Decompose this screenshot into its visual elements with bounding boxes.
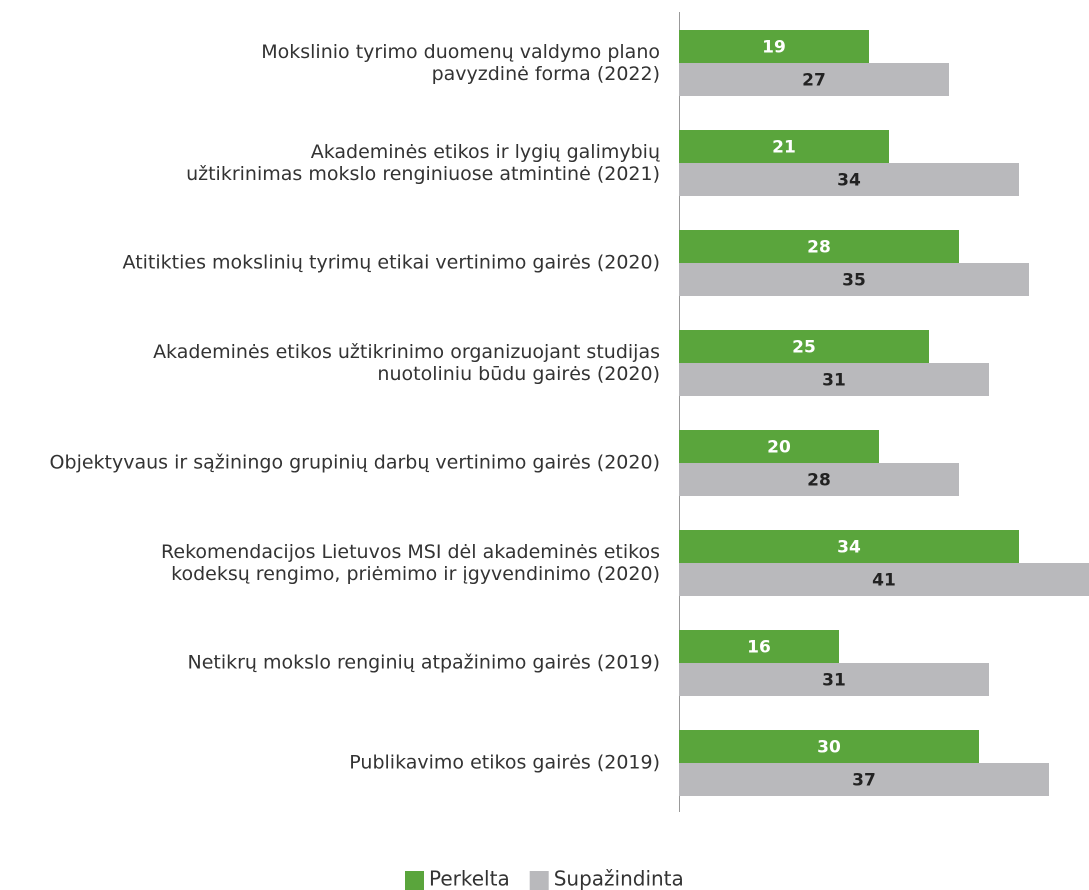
category-label: Akademinės etikos užtikrinimo organizuoj… (153, 341, 660, 385)
bar (679, 163, 1019, 196)
bar (679, 663, 989, 696)
value-label: 31 (822, 371, 846, 391)
bar (679, 63, 949, 96)
value-label: 28 (807, 238, 831, 258)
value-label: 20 (767, 438, 791, 458)
value-label: 41 (872, 571, 896, 591)
bar (679, 230, 959, 263)
value-label: 21 (772, 138, 796, 158)
category-label: Netikrų mokslo renginių atpažinimo gairė… (187, 652, 660, 674)
value-label: 31 (822, 671, 846, 691)
bar (679, 630, 839, 663)
legend-label: Perkelta (429, 867, 510, 890)
value-label: 28 (807, 471, 831, 491)
bar (679, 130, 889, 163)
value-label: 34 (837, 538, 861, 558)
value-label: 27 (802, 71, 826, 91)
value-label: 16 (747, 638, 771, 658)
bar (679, 330, 929, 363)
category-label: Publikavimo etikos gairės (2019) (349, 752, 660, 774)
value-label: 19 (762, 38, 786, 58)
category-label: Atitikties mokslinių tyrimų etikai verti… (123, 252, 660, 274)
legend-swatch (405, 871, 424, 890)
legend-swatch (529, 871, 549, 890)
bar (679, 730, 979, 763)
bar (679, 763, 1049, 796)
bar (679, 363, 989, 396)
bar (679, 430, 879, 463)
value-label: 35 (842, 271, 866, 291)
bar (679, 563, 1089, 596)
bar (679, 263, 1029, 296)
value-label: 37 (852, 771, 876, 791)
bar (679, 530, 1019, 563)
bar (679, 463, 959, 496)
legend-label: Supažindinta (554, 867, 684, 890)
category-label: Rekomendacijos Lietuvos MSI dėl akademin… (161, 541, 660, 585)
category-label: Mokslinio tyrimo duomenų valdymo plano pa… (261, 41, 660, 85)
category-label: Akademinės etikos ir lygių galimybių užti… (186, 141, 660, 185)
value-label: 34 (837, 171, 861, 191)
value-label: 25 (792, 338, 816, 358)
category-label: Objektyvaus ir sąžiningo grupinių darbų … (50, 452, 660, 474)
bar (679, 30, 869, 63)
value-label: 30 (817, 738, 841, 758)
